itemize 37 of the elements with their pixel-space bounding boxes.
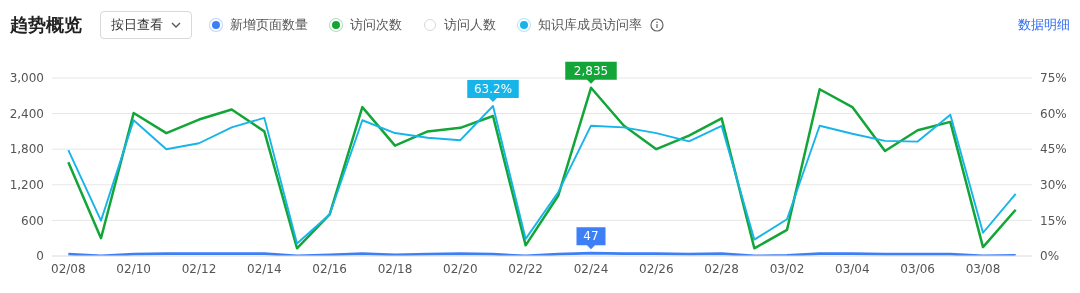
x-tick-label: 02/10 xyxy=(116,261,151,276)
y-tick-label: 2,400 xyxy=(9,106,44,121)
x-tick-label: 02/14 xyxy=(247,261,282,276)
x-tick-label: 03/08 xyxy=(965,261,1001,276)
text: 数据明细 xyxy=(1018,16,1070,34)
y2-tick-label: 45% xyxy=(1040,142,1067,157)
chart-title: 趋势概览 xyxy=(10,13,82,37)
y2-tick-label: 30% xyxy=(1040,178,1067,193)
y-tick-label: 0 xyxy=(36,249,44,264)
legend-label: 访问人数 xyxy=(444,16,496,34)
legend-label: 新增页面数量 xyxy=(230,16,308,34)
data-label: 2,835 xyxy=(573,63,609,78)
y-tick-label: 3,000 xyxy=(9,71,44,86)
x-tick-label: 02/08 xyxy=(51,261,86,276)
x-tick-label: 02/16 xyxy=(312,261,347,276)
y-tick-label: 1,200 xyxy=(9,178,44,193)
x-tick-label: 02/20 xyxy=(443,261,478,276)
x-tick-label: 03/02 xyxy=(769,261,805,276)
y2-tick-label: 0% xyxy=(1040,249,1060,264)
data-label: 47 xyxy=(583,229,599,244)
data-label: 63.2% xyxy=(473,82,513,97)
x-tick-label: 02/18 xyxy=(377,261,413,276)
x-tick-label: 02/26 xyxy=(639,261,674,276)
y2-tick-label: 60% xyxy=(1040,106,1067,121)
legend-label: 知识库成员访问率 xyxy=(538,16,642,34)
x-tick-label: 02/24 xyxy=(573,261,609,276)
y-tick-label: 1,800 xyxy=(9,142,44,157)
x-tick-label: 02/22 xyxy=(508,261,543,276)
legend-label: 访问次数 xyxy=(350,16,402,34)
text: 按日查看 xyxy=(111,16,163,34)
x-tick-label: 02/12 xyxy=(181,261,217,276)
y2-tick-label: 15% xyxy=(1040,213,1067,228)
y2-tick-label: 75% xyxy=(1040,71,1067,86)
x-tick-label: 03/06 xyxy=(900,261,935,276)
y-tick-label: 600 xyxy=(21,213,44,228)
x-tick-label: 02/28 xyxy=(704,261,739,276)
x-tick-label: 03/04 xyxy=(835,261,870,276)
